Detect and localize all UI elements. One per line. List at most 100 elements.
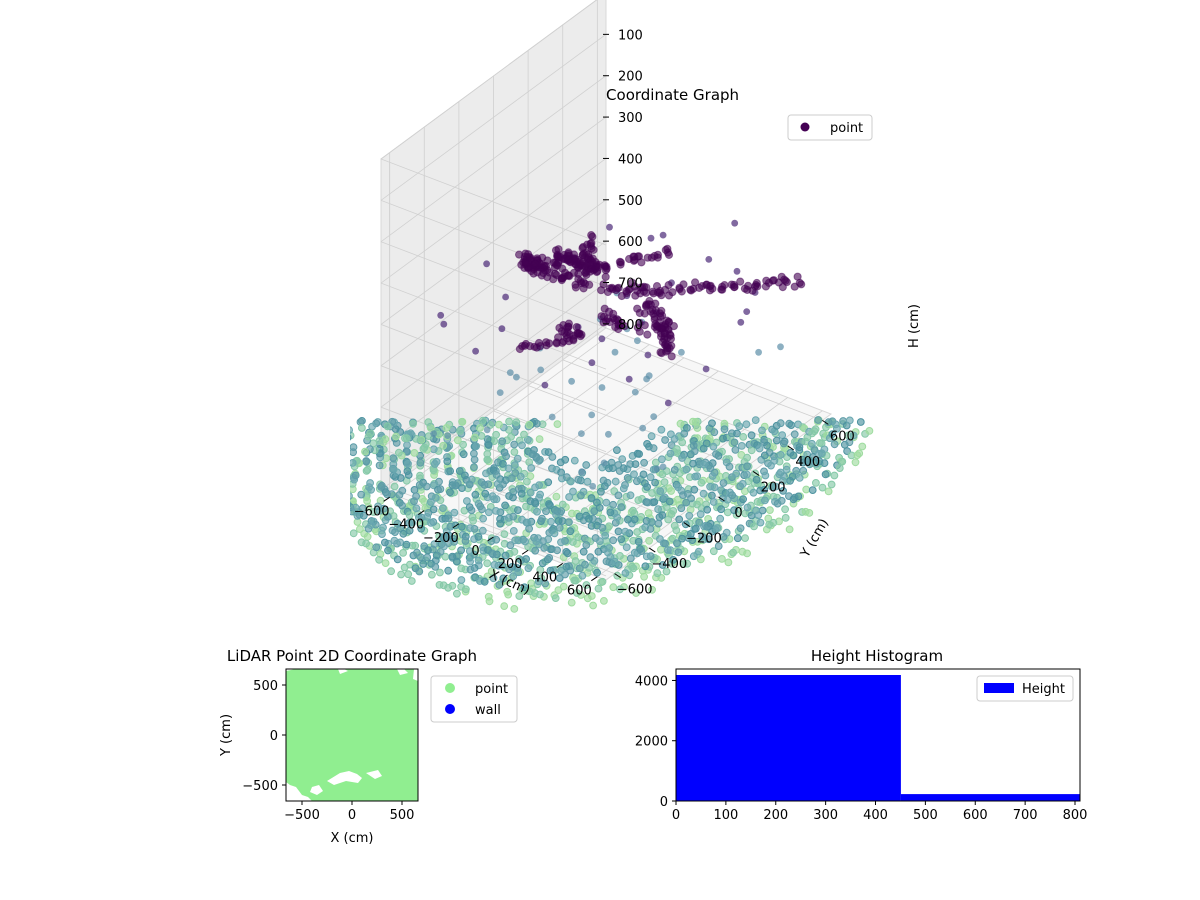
point-3d-floor	[429, 466, 438, 475]
point-3d-floor	[675, 515, 684, 524]
point-3d	[538, 253, 547, 262]
point-3d-floor	[350, 529, 358, 538]
chart-2d-legend-label-wall: wall	[475, 703, 501, 718]
point-3d-floor	[578, 571, 587, 580]
point-3d-floor	[777, 496, 786, 505]
point-3d-floor	[654, 519, 663, 528]
point-3d-floor	[657, 545, 665, 554]
point-3d-floor	[640, 458, 648, 467]
point-3d-floor	[375, 461, 384, 470]
point-3d-floor	[634, 537, 643, 546]
point-3d-floor	[824, 487, 833, 496]
point-3d	[584, 253, 593, 262]
point-3d	[666, 331, 675, 340]
chart-2d-legend-marker-point	[445, 683, 455, 693]
tick-label-hist-x: 500	[913, 808, 938, 823]
point-3d-floor	[741, 534, 749, 542]
point-3d-floor	[667, 487, 675, 495]
point-3d-floor	[481, 489, 490, 498]
tick-label-3d-y: 600	[830, 429, 855, 444]
point-3d-floor	[459, 450, 468, 459]
chart-2d-empty-regions	[286, 669, 418, 801]
gridline-y-floor	[562, 359, 788, 447]
point-3d-floor	[761, 471, 770, 480]
point-3d-floor	[387, 490, 396, 499]
tick-3d-x	[452, 523, 460, 529]
chart-histogram-legend-label: Height	[1022, 682, 1065, 697]
empty-region	[286, 782, 312, 801]
point-3d-floor	[383, 513, 392, 521]
point-3d-floor	[520, 583, 529, 592]
point-3d-floor	[833, 424, 841, 433]
point-3d-floor	[501, 501, 510, 510]
point-3d	[653, 322, 662, 331]
empty-region	[327, 771, 362, 785]
point-3d-floor	[779, 477, 787, 485]
point-3d-floor	[536, 455, 544, 464]
point-3d-floor	[697, 478, 706, 487]
tick-label-3d-z: 200	[618, 70, 643, 85]
point-3d-floor	[448, 552, 457, 561]
point-3d	[582, 266, 591, 275]
point-3d-floor	[500, 602, 509, 610]
point-3d-floor	[476, 502, 485, 511]
point-3d-floor	[492, 471, 501, 479]
chart-3d-ylabel: Y (cm)	[797, 516, 832, 561]
point-3d-floor	[682, 498, 691, 507]
tick-label-3d-y: 0	[734, 506, 742, 521]
point-3d-floor	[751, 416, 760, 425]
point-3d-floor	[856, 418, 865, 426]
point-3d-floor	[524, 435, 532, 444]
point-3d	[521, 258, 530, 268]
point-3d-floor	[474, 532, 483, 541]
point-3d-floor	[546, 566, 555, 575]
point-3d-floor	[792, 466, 801, 475]
point-3d-floor	[691, 524, 700, 533]
point-3d-floor	[708, 419, 716, 428]
point-3d-floor	[633, 477, 641, 486]
point-3d-floor	[400, 563, 409, 572]
point-3d-floor	[747, 511, 756, 520]
point-3d-mid	[705, 256, 713, 263]
point-3d-floor	[405, 526, 414, 535]
point-3d-floor	[621, 527, 630, 536]
point-3d-mid	[737, 318, 745, 326]
point-3d	[551, 246, 561, 255]
point-3d-floor	[595, 537, 604, 546]
point-3d-floor	[749, 488, 758, 497]
point-3d-floor	[709, 442, 718, 451]
point-3d-floor	[488, 550, 497, 559]
point-3d-floor	[485, 597, 494, 606]
point-3d-floor	[459, 440, 468, 449]
point-3d-floor	[708, 491, 716, 500]
point-3d-floor	[582, 541, 591, 549]
point-3d-floor	[535, 481, 543, 490]
point-3d-floor	[699, 460, 708, 469]
point-3d	[657, 349, 666, 358]
chart-2d-legend-marker-wall	[445, 704, 455, 714]
point-3d-floor	[510, 440, 519, 449]
point-3d-floor	[562, 473, 571, 482]
point-3d-floor	[570, 456, 579, 465]
point-3d-floor	[690, 447, 699, 456]
point-3d-mid	[645, 372, 653, 380]
point-3d-floor	[635, 450, 643, 458]
point-3d-floor	[805, 509, 814, 517]
point-3d-floor	[509, 512, 518, 521]
point-3d-floor	[708, 472, 717, 480]
point-3d-floor	[435, 477, 443, 486]
point-3d-floor	[472, 442, 481, 451]
point-3d-floor	[605, 464, 613, 473]
point-3d-floor	[532, 537, 541, 546]
point-3d-floor	[423, 553, 432, 562]
chart-2d-legend-label-point: point	[475, 682, 508, 697]
point-3d-floor	[449, 534, 458, 543]
point-3d-floor	[458, 484, 466, 493]
point-3d-floor	[516, 472, 525, 481]
point-3d	[664, 291, 674, 300]
point-3d-floor	[618, 455, 627, 464]
point-3d-floor	[775, 470, 784, 479]
chart-2d-ticks: −500 0 500 −500 0 500	[242, 679, 414, 823]
chart-2d-ylabel: Y (cm)	[219, 714, 234, 757]
point-3d-floor	[694, 547, 703, 556]
